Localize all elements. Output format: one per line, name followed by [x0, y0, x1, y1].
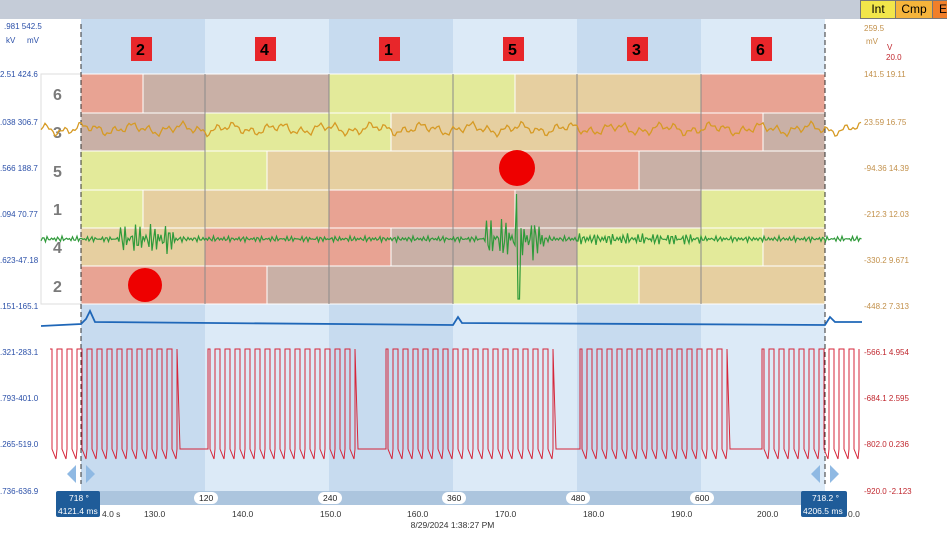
time-tick: 200.0: [757, 509, 779, 519]
row-label: 4: [53, 240, 62, 257]
right-axis-label: -566.1 4.954: [864, 348, 909, 357]
right-axis-label: 23.59 16.75: [864, 118, 907, 127]
left-axis-unit: mV: [27, 36, 40, 45]
left-axis-label: .038 306.7: [0, 118, 38, 127]
cursor-right-time: 4206.5 ms: [803, 506, 843, 516]
right-axis-label: -920.0 -2.123: [864, 487, 912, 496]
left-axis-label: .793-401.0: [0, 394, 39, 403]
cursor-right-deg: 718.2 °: [812, 493, 839, 503]
left-axis-label: .566 188.7: [0, 164, 38, 173]
time-tick: 160.0: [407, 509, 429, 519]
left-axis-label: .321-283.1: [0, 348, 39, 357]
cylinder-label: 5: [508, 42, 517, 59]
int-button[interactable]: Int: [860, 0, 896, 19]
marker-circle: [499, 150, 535, 186]
degree-pills: 120 240 360 480 600: [194, 492, 714, 504]
degree-label: 600: [695, 493, 709, 503]
cylinder-label: 2: [136, 42, 145, 59]
time-tick: 130.0: [144, 509, 166, 519]
time-tick: 180.0: [583, 509, 605, 519]
cmp-button[interactable]: Cmp: [895, 0, 933, 19]
right-axis-label: 141.5 19.11: [864, 70, 906, 79]
time-tick: 170.0: [495, 509, 517, 519]
cylinder-label: 3: [632, 42, 641, 59]
right-axis: 259.5 mV V 20.0 141.5 19.11 23.59 16.75 …: [864, 24, 912, 496]
cursor-left-time: 4121.4 ms: [58, 506, 98, 516]
row-label-column: [40, 73, 82, 305]
e-button[interactable]: E: [932, 0, 947, 19]
left-axis: .981 542.5 kV mV 2.51 424.6 .038 306.7 .…: [0, 22, 42, 496]
orange-trace: [40, 119, 862, 139]
right-axis-unit: mV: [866, 37, 879, 46]
left-axis-unit: kV: [6, 36, 16, 45]
right-axis-label: 259.5: [864, 24, 885, 33]
cylinder-label: 1: [384, 42, 393, 59]
right-axis-unit: V: [887, 43, 893, 52]
cursor-left-extra: 4.0 s: [102, 509, 120, 519]
cylinder-label: 4: [260, 42, 269, 59]
row-label: 1: [53, 202, 62, 219]
cursor-handle-left[interactable]: 718 ° 4121.4 ms 4.0 s: [56, 465, 120, 519]
right-axis-label: -94.36 14.39: [864, 164, 909, 173]
left-axis-label: 2.51 424.6: [0, 70, 38, 79]
time-axis: 130.0 140.0 150.0 160.0 170.0 180.0 190.…: [144, 509, 779, 519]
right-axis-label: -212.3 12.03: [864, 210, 909, 219]
cursor-right-extra: 0.0: [848, 509, 860, 519]
right-axis-label: -448.2 7.313: [864, 302, 909, 311]
row-label: 2: [53, 279, 62, 296]
time-tick: 190.0: [671, 509, 693, 519]
cylinder-label: 6: [756, 42, 765, 59]
time-tick: 140.0: [232, 509, 254, 519]
top-toolbar: [0, 0, 947, 19]
left-axis-label: .151-165.1: [0, 302, 39, 311]
degree-label: 120: [199, 493, 213, 503]
cursor-handle-right[interactable]: 718.2 ° 4206.5 ms 0.0: [801, 465, 860, 519]
right-axis-label: -330.2 9.671: [864, 256, 909, 265]
left-axis-label: .981 542.5: [4, 22, 42, 31]
row-label: 6: [53, 87, 62, 104]
red-trace: [50, 348, 860, 460]
degree-label: 360: [447, 493, 461, 503]
left-axis-label: .094 70.77: [0, 210, 38, 219]
right-axis-label: -684.1 2.595: [864, 394, 909, 403]
cylinder-labels: 2 4 1 5 3 6: [131, 37, 772, 61]
column-separators: [204, 74, 702, 304]
right-axis-label: -802.0 0.236: [864, 440, 909, 449]
degree-label: 480: [571, 493, 585, 503]
left-axis-label: .265-519.0: [0, 440, 39, 449]
degree-label: 240: [323, 493, 337, 503]
marker-circle: [128, 268, 162, 302]
row-label: 5: [53, 164, 62, 181]
scope-plot[interactable]: 6 3 5 1 4 2 2 4 1 5 3 6 .981 542.5 kV mV…: [0, 19, 947, 520]
right-axis-unit-value: 20.0: [886, 53, 902, 62]
left-axis-label: .736-636.9: [0, 487, 39, 496]
left-axis-label: .623-47.18: [0, 256, 39, 265]
blue-trace: [40, 308, 862, 327]
cursor-left-deg: 718 °: [69, 493, 89, 503]
green-trace: [40, 193, 862, 300]
capture-timestamp: 8/29/2024 1:38:27 PM: [410, 520, 495, 530]
time-tick: 150.0: [320, 509, 342, 519]
